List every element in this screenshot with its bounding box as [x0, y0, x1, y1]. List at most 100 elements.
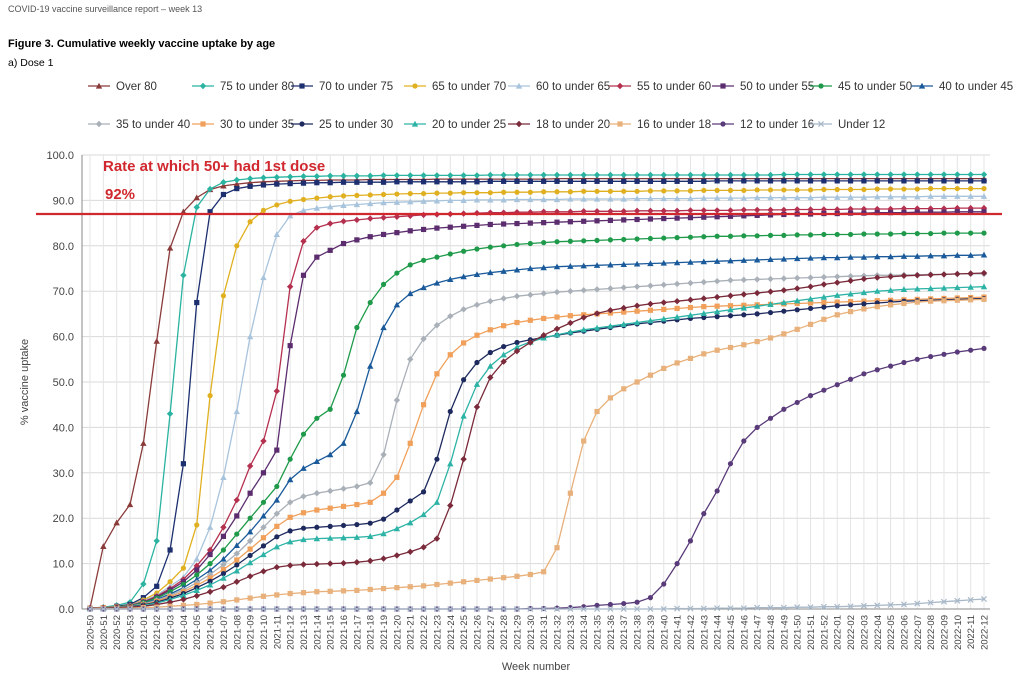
data-point	[634, 236, 640, 242]
data-point	[514, 189, 520, 195]
data-point	[287, 343, 293, 349]
data-point	[914, 171, 921, 178]
data-point	[100, 605, 107, 613]
data-point	[593, 324, 601, 331]
x-tick-label: 2021-35	[593, 615, 604, 650]
data-point	[834, 186, 840, 193]
annotation-value: 92%	[105, 186, 135, 203]
data-point	[620, 321, 627, 327]
data-point	[968, 230, 974, 236]
data-point	[434, 581, 440, 588]
data-point	[380, 281, 387, 287]
x-tick-label: 2021-08	[232, 615, 243, 650]
data-point	[727, 187, 734, 194]
data-point	[567, 195, 574, 202]
data-point	[674, 235, 680, 241]
data-point	[220, 599, 227, 605]
data-point	[607, 195, 614, 202]
data-point	[420, 172, 427, 179]
data-point	[234, 185, 240, 192]
legend-entry-under-12: Under 12	[810, 119, 885, 131]
data-point	[861, 371, 867, 377]
data-point	[166, 410, 174, 417]
data-point	[713, 278, 721, 285]
data-point	[286, 476, 294, 483]
data-point	[260, 568, 267, 575]
y-tick-label: 60.0	[53, 332, 74, 344]
data-point	[673, 171, 681, 179]
data-point	[687, 538, 694, 544]
data-point	[661, 178, 667, 184]
data-point	[553, 331, 561, 338]
data-point	[553, 171, 561, 179]
data-point	[647, 282, 654, 289]
data-point	[714, 233, 720, 239]
data-point	[767, 232, 774, 238]
data-point	[553, 325, 561, 333]
legend-entry-45-to-under-50: 45 to under 50	[810, 81, 912, 93]
data-point	[420, 284, 427, 291]
data-point	[860, 289, 868, 296]
data-point	[246, 528, 254, 535]
data-point	[527, 240, 533, 247]
legend-label: 45 to under 50	[838, 81, 912, 93]
data-point	[594, 408, 600, 415]
data-point	[487, 327, 493, 333]
data-point	[607, 178, 613, 184]
data-point	[220, 574, 227, 581]
data-point	[326, 487, 334, 495]
data-point	[380, 516, 387, 522]
data-point	[900, 193, 908, 200]
x-tick-label: 2021-38	[633, 615, 644, 650]
data-point	[220, 547, 227, 553]
data-point	[847, 253, 854, 260]
data-point	[700, 258, 707, 265]
x-tick-label: 2021-20	[392, 615, 403, 650]
x-tick-label: 2021-19	[379, 615, 390, 650]
legend-swatch-marker	[616, 82, 624, 90]
data-point	[593, 286, 601, 293]
data-point	[527, 317, 533, 323]
data-point	[633, 171, 641, 179]
data-point	[407, 498, 413, 504]
data-point	[193, 587, 200, 593]
data-point	[727, 605, 734, 612]
data-point	[633, 207, 641, 215]
data-point	[580, 195, 587, 202]
data-point	[220, 561, 227, 568]
data-point	[353, 483, 361, 490]
data-point	[821, 299, 827, 306]
series-over-80	[86, 175, 988, 611]
data-point	[473, 605, 480, 613]
data-point	[407, 548, 414, 555]
data-point	[180, 461, 187, 467]
data-point	[487, 605, 494, 613]
data-point	[914, 299, 920, 305]
data-point	[313, 535, 321, 542]
legend-label: 70 to under 75	[319, 81, 393, 93]
data-point	[941, 351, 947, 357]
data-point	[234, 562, 240, 568]
data-point	[314, 589, 320, 595]
data-point	[754, 178, 760, 184]
data-point	[647, 260, 654, 267]
data-point	[380, 490, 387, 496]
data-point	[353, 408, 361, 415]
x-tick-label: 2021-29	[512, 615, 523, 650]
data-point	[687, 279, 694, 287]
data-point	[514, 241, 520, 248]
data-point	[968, 297, 974, 303]
data-point	[380, 191, 387, 198]
data-point	[433, 499, 441, 505]
data-point	[540, 196, 547, 203]
data-point	[580, 326, 587, 333]
annotation-text: Rate at which 50+ had 1st dose	[103, 158, 325, 175]
series-line	[89, 180, 984, 609]
data-point	[968, 178, 974, 184]
data-point	[940, 598, 947, 605]
data-point	[527, 291, 534, 299]
data-point	[594, 188, 600, 194]
data-point	[554, 605, 560, 611]
data-point	[541, 220, 547, 226]
data-point	[326, 451, 334, 458]
